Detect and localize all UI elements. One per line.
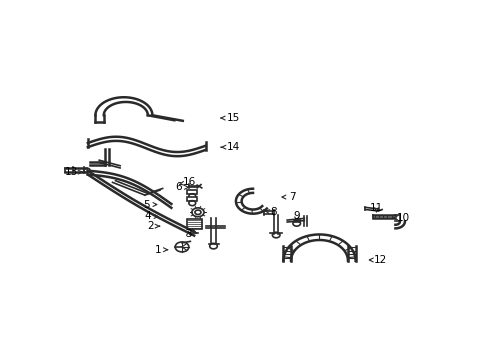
Text: 11: 11 — [370, 203, 383, 213]
Text: 14: 14 — [221, 142, 240, 152]
Text: 3: 3 — [185, 229, 192, 239]
Text: 5: 5 — [144, 199, 157, 210]
Text: 8: 8 — [265, 207, 277, 217]
Text: 2: 2 — [147, 221, 160, 231]
Text: 10: 10 — [393, 213, 410, 223]
Text: 13: 13 — [65, 167, 82, 177]
Text: 16: 16 — [180, 177, 196, 187]
Text: 7: 7 — [282, 192, 295, 202]
Text: 4: 4 — [145, 211, 158, 221]
Bar — [187, 190, 197, 194]
Text: 12: 12 — [369, 255, 387, 265]
Text: 9: 9 — [294, 211, 300, 221]
Text: 6: 6 — [175, 183, 189, 192]
Text: 1: 1 — [155, 245, 168, 255]
Bar — [187, 197, 197, 201]
Bar — [187, 219, 202, 229]
Text: 15: 15 — [221, 113, 240, 123]
